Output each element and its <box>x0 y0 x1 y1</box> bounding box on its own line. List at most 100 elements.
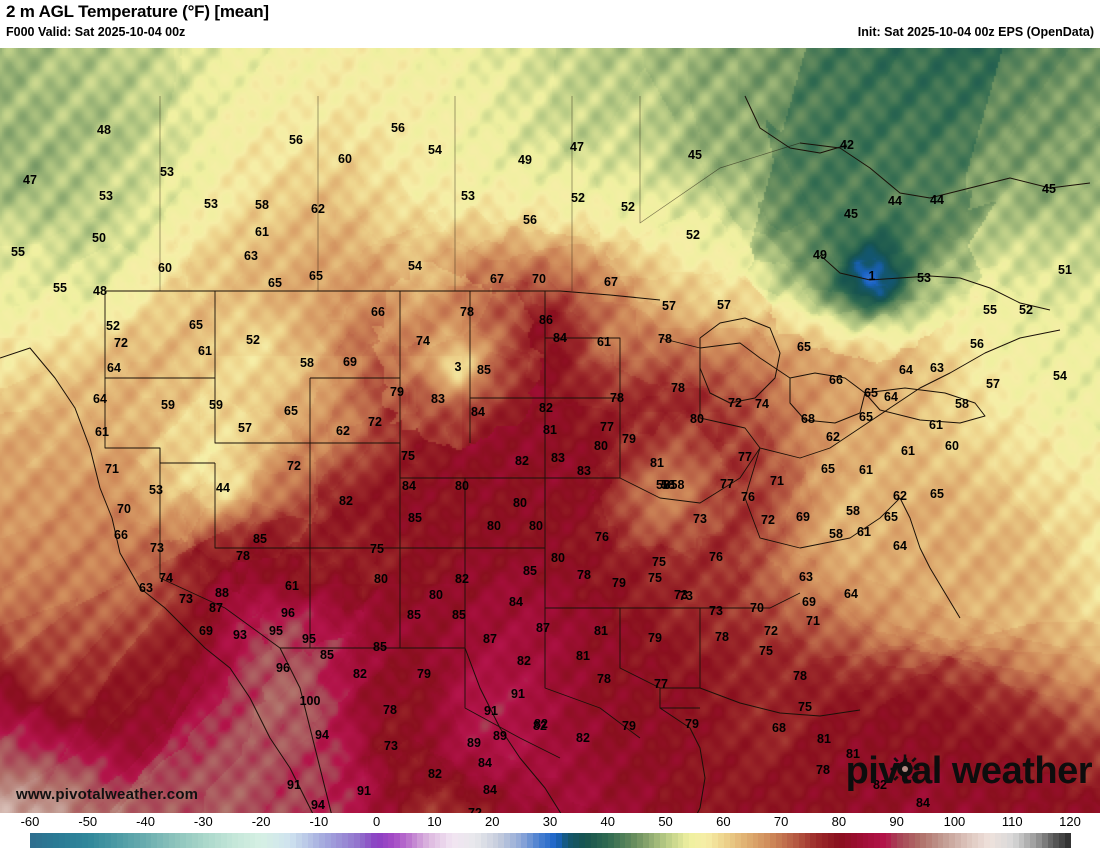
colorbar-swatch <box>1007 833 1013 848</box>
colorbar-swatch <box>1030 833 1036 848</box>
map-header: 2 m AGL Temperature (°F) [mean] F000 Val… <box>0 0 1100 48</box>
colorbar-swatch <box>128 833 135 848</box>
colorbar-swatch <box>561 833 568 848</box>
colorbar-tick: 0 <box>373 814 381 829</box>
colorbar-swatch <box>238 833 244 848</box>
colorbar-swatch <box>665 833 672 848</box>
temperature-colorbar[interactable]: -60 -50 -40 -30 -20 -10 0 10 20 30 40 50 60 70 80 90 100… <box>0 813 1100 850</box>
colorbar-swatch <box>764 833 770 848</box>
colorbar-swatch <box>446 833 453 848</box>
colorbar-swatch <box>770 833 776 848</box>
colorbar-swatch <box>827 833 834 848</box>
site-url-watermark: www.pivotalweather.com <box>16 786 199 803</box>
colorbar-swatch <box>995 833 1002 848</box>
colorbar-swatch <box>342 833 348 848</box>
colorbar-swatch <box>93 833 100 848</box>
border-line <box>699 348 761 449</box>
border-line <box>400 547 466 649</box>
colorbar-swatch <box>637 833 643 848</box>
border-line <box>859 329 1061 429</box>
colorbar-swatch <box>41 833 48 848</box>
colorbar-swatch <box>654 833 661 848</box>
colorbar-tick-labels: -60 -50 -40 -30 -20 -10 0 10 20 30 40 50 60 70 80 90 100… <box>0 813 1100 831</box>
colorbar-swatch <box>249 833 256 848</box>
colorbar-tick: -10 <box>309 814 329 829</box>
colorbar-tick: 40 <box>600 814 615 829</box>
colorbar-swatch <box>983 833 990 848</box>
border-line <box>659 688 700 709</box>
colorbar-swatch <box>902 833 909 848</box>
colorbar-swatch <box>978 833 984 848</box>
colorbar-swatch <box>874 833 880 848</box>
border-line <box>464 647 562 813</box>
colorbar-swatch <box>573 833 580 848</box>
border-line <box>105 290 661 301</box>
colorbar-swatch <box>700 833 707 848</box>
colorbar-swatch <box>376 833 383 848</box>
colorbar-swatch <box>613 833 620 848</box>
border-line <box>789 372 866 424</box>
colorbar-swatch <box>64 833 71 848</box>
colorbar-swatch <box>608 833 614 848</box>
colorbar-swatch <box>336 833 343 848</box>
colorbar-swatch <box>1047 833 1054 848</box>
border-line <box>659 337 791 379</box>
colorbar-swatch <box>411 833 418 848</box>
colorbar-swatch <box>868 833 875 848</box>
colorbar-swatch <box>82 833 88 848</box>
colorbar-swatch <box>660 833 666 848</box>
border-line <box>279 647 332 813</box>
colorbar-swatch <box>53 833 59 848</box>
colorbar-swatch <box>76 833 83 848</box>
colorbar-tick: 10 <box>427 814 442 829</box>
colorbar-swatch <box>255 833 262 848</box>
colorbar-swatch <box>122 833 129 848</box>
colorbar-swatch <box>353 833 360 848</box>
colorbar-swatch <box>596 833 603 848</box>
colorbar-gradient <box>30 833 1071 848</box>
colorbar-swatch <box>862 833 869 848</box>
colorbar-swatch <box>480 833 487 848</box>
colorbar-swatch <box>810 833 817 848</box>
colorbar-tick: 120 <box>1059 814 1081 829</box>
border-line <box>544 608 641 739</box>
colorbar-swatch <box>706 833 713 848</box>
border-line <box>544 548 620 609</box>
brand-text-right: tal weather <box>898 750 1093 792</box>
colorbar-swatch <box>272 833 279 848</box>
colorbar-swatch <box>180 833 187 848</box>
colorbar-swatch <box>452 833 458 848</box>
colorbar-swatch <box>677 833 684 848</box>
colorbar-swatch <box>729 833 736 848</box>
colorbar-swatch <box>712 833 718 848</box>
colorbar-swatch <box>278 833 285 848</box>
colorbar-swatch <box>741 833 747 848</box>
colorbar-swatch <box>110 833 117 848</box>
colorbar-swatch <box>463 833 470 848</box>
colorbar-swatch <box>914 833 921 848</box>
colorbar-swatch <box>428 833 435 848</box>
colorbar-swatch <box>232 833 239 848</box>
colorbar-swatch <box>145 833 152 848</box>
temperature-map[interactable]: 47 48 53 55 50 55 48 52 72 53 53 58 61 63 60 65 62 56 65 65… <box>0 48 1100 813</box>
border-line <box>214 443 311 549</box>
colorbar-swatch <box>382 833 389 848</box>
colorbar-swatch <box>157 833 163 848</box>
colorbar-tick: -50 <box>78 814 98 829</box>
colorbar-swatch <box>209 833 215 848</box>
colorbar-swatch <box>671 833 678 848</box>
colorbar-swatch <box>509 833 516 848</box>
colorbar-swatch <box>631 833 638 848</box>
colorbar-swatch <box>949 833 955 848</box>
brand-watermark: piv tal weather <box>846 750 1093 793</box>
colorbar-swatch <box>787 833 794 848</box>
border-line <box>465 477 546 549</box>
colorbar-swatch <box>319 833 325 848</box>
colorbar-swatch <box>1012 833 1019 848</box>
colorbar-tick: 70 <box>773 814 789 829</box>
border-line <box>619 447 761 504</box>
colorbar-swatch <box>99 833 106 848</box>
colorbar-swatch <box>781 833 788 848</box>
colorbar-swatch <box>521 833 528 848</box>
colorbar-swatch <box>423 833 429 848</box>
